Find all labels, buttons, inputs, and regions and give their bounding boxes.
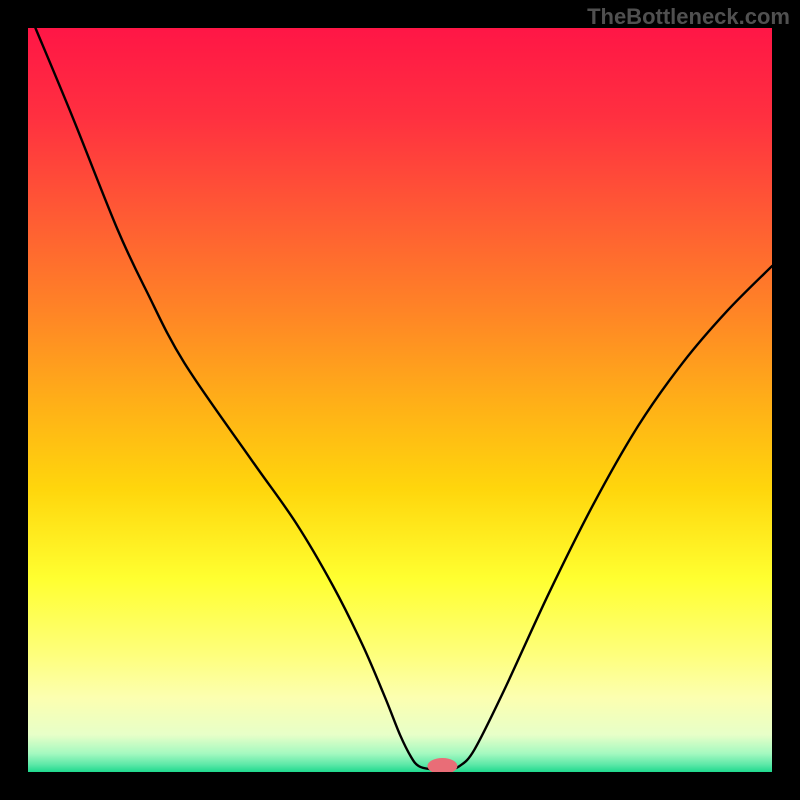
bottleneck-chart <box>0 0 800 800</box>
frame-border-left <box>0 0 28 800</box>
gradient-background <box>28 28 772 772</box>
watermark-text: TheBottleneck.com <box>587 4 790 30</box>
frame-border-bottom <box>0 772 800 800</box>
minimum-marker <box>427 758 457 774</box>
frame-border-right <box>772 0 800 800</box>
